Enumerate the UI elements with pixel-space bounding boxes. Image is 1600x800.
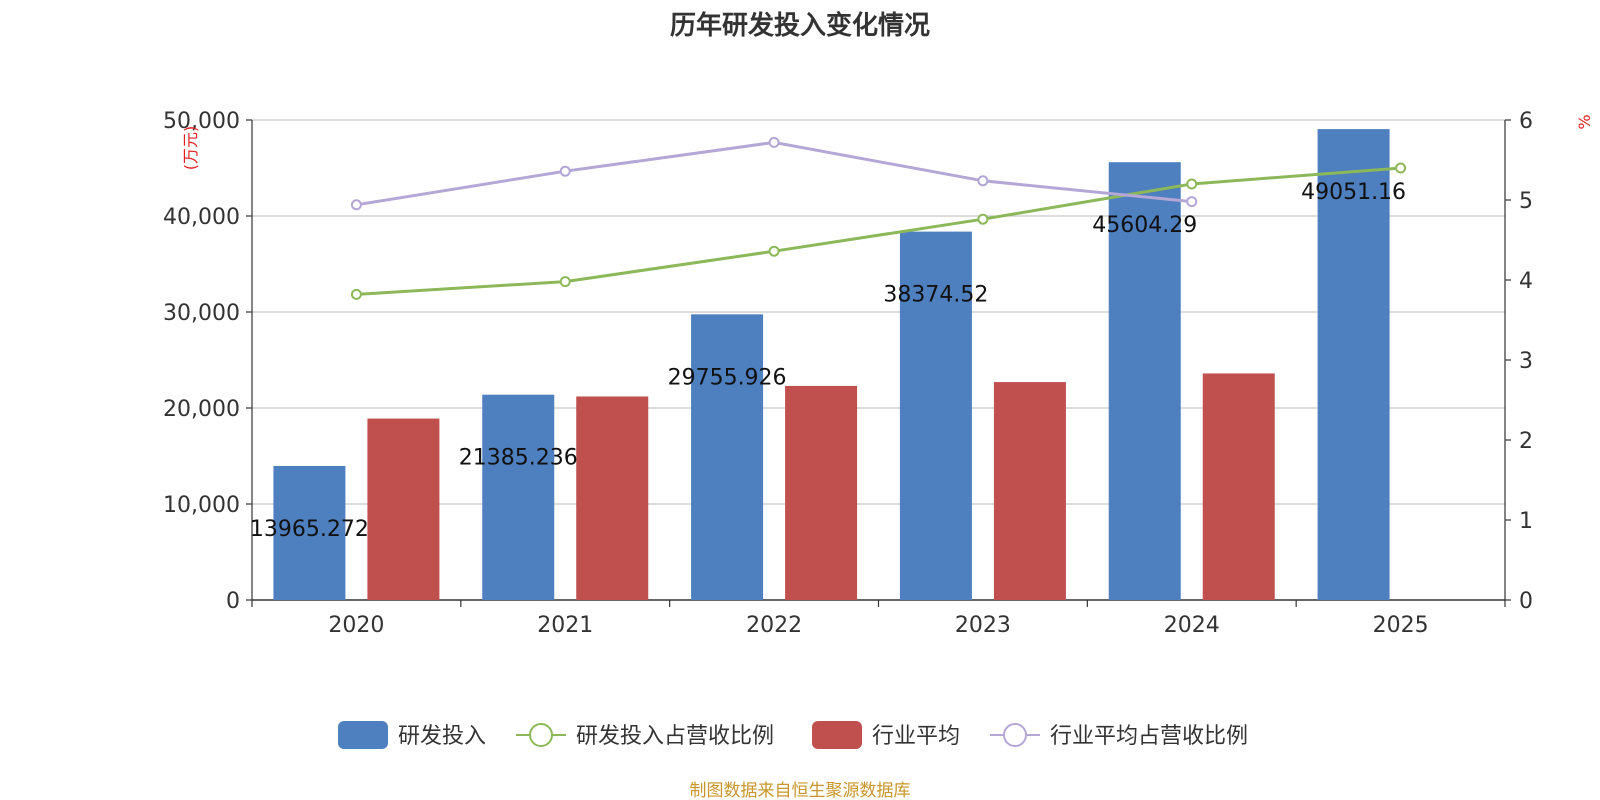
- rd-bar: [1108, 162, 1181, 600]
- industry-bar: [367, 418, 440, 600]
- rd-ratio-point: [768, 245, 780, 257]
- data-labels: 13965.272 21385.236 29755.926 38374.52 45604…: [250, 180, 1406, 542]
- x-tick-label: 2024: [1164, 613, 1220, 638]
- industry-ratio-point: [768, 136, 780, 148]
- legend-label: 行业平均: [872, 724, 960, 749]
- left-tick-label: 50,000: [163, 109, 240, 134]
- rd-ratio-line: [356, 166, 1401, 296]
- right-tick-label: 4: [1519, 269, 1533, 294]
- x-tick-label: 2023: [955, 613, 1011, 638]
- source-note: 制图数据来自恒生聚源数据库: [690, 781, 911, 800]
- left-tick-label: 30,000: [163, 301, 240, 326]
- rd-value-label: 13965.272: [250, 517, 369, 542]
- industry-bar: [576, 396, 649, 600]
- rd-bar: [273, 465, 346, 600]
- rd-value-label: 45604.29: [1092, 213, 1197, 238]
- rd-value-label: 21385.236: [459, 446, 578, 471]
- left-axis-unit: (万元): [181, 126, 200, 171]
- industry-ratio-line: [356, 140, 1192, 207]
- rd-bar: [899, 231, 972, 600]
- chart-title: 历年研发投入变化情况: [670, 10, 930, 41]
- rd-bar: [691, 314, 764, 600]
- right-tick-label: 0: [1519, 589, 1533, 614]
- left-tick-label: 10,000: [163, 493, 240, 518]
- legend-swatch-marker: [1003, 723, 1027, 747]
- legend-label: 研发投入: [398, 724, 486, 749]
- right-tick-label: 1: [1519, 509, 1533, 534]
- industry-ratio-point: [1186, 196, 1198, 208]
- industry-ratio-point: [350, 199, 362, 211]
- legend-swatch-marker: [529, 723, 553, 747]
- x-tick-label: 2025: [1373, 613, 1429, 638]
- legend-swatch-bar: [338, 721, 388, 749]
- rd-value-label: 49051.16: [1301, 180, 1406, 205]
- legend-label: 研发投入占营收比例: [576, 724, 774, 749]
- right-tick-label: 2: [1519, 429, 1533, 454]
- x-tick-label: 2022: [746, 613, 802, 638]
- rd-value-label: 38374.52: [883, 283, 988, 308]
- rd-value-label: 29755.926: [668, 365, 787, 390]
- lines: [350, 136, 1407, 300]
- right-tick-label: 3: [1519, 349, 1533, 374]
- industry-bar: [785, 385, 858, 600]
- legend: 研发投入 研发投入占营收比例 行业平均 行业平均占营收比例: [338, 721, 1248, 749]
- bars: [273, 129, 1390, 600]
- left-tick-label: 0: [226, 589, 240, 614]
- industry-bar: [993, 382, 1066, 600]
- legend-label: 行业平均占营收比例: [1050, 724, 1248, 749]
- right-axis-unit: %: [1575, 114, 1594, 129]
- rd-ratio-point: [350, 288, 362, 300]
- rd-ratio-point: [977, 213, 989, 225]
- rd-ratio-point: [559, 276, 571, 288]
- industry-ratio-point: [559, 165, 571, 177]
- industry-bar: [1202, 373, 1275, 600]
- x-tick-label: 2021: [537, 613, 593, 638]
- right-tick-label: 6: [1519, 109, 1533, 134]
- left-tick-label: 20,000: [163, 397, 240, 422]
- left-tick-label: 40,000: [163, 205, 240, 230]
- industry-ratio-point: [977, 175, 989, 187]
- rd-bar: [1317, 129, 1390, 600]
- axes: 0 10,000 20,000 30,000 40,000 50,000 0 1 2 3 4 5 6 20…: [163, 109, 1533, 638]
- grid-lines: [252, 119, 1505, 505]
- right-tick-label: 5: [1519, 189, 1533, 214]
- x-tick-label: 2020: [328, 613, 384, 638]
- legend-swatch-bar: [812, 721, 862, 749]
- rd-ratio-point: [1395, 162, 1407, 174]
- rd-ratio-point: [1186, 178, 1198, 190]
- rd-bar: [482, 394, 555, 600]
